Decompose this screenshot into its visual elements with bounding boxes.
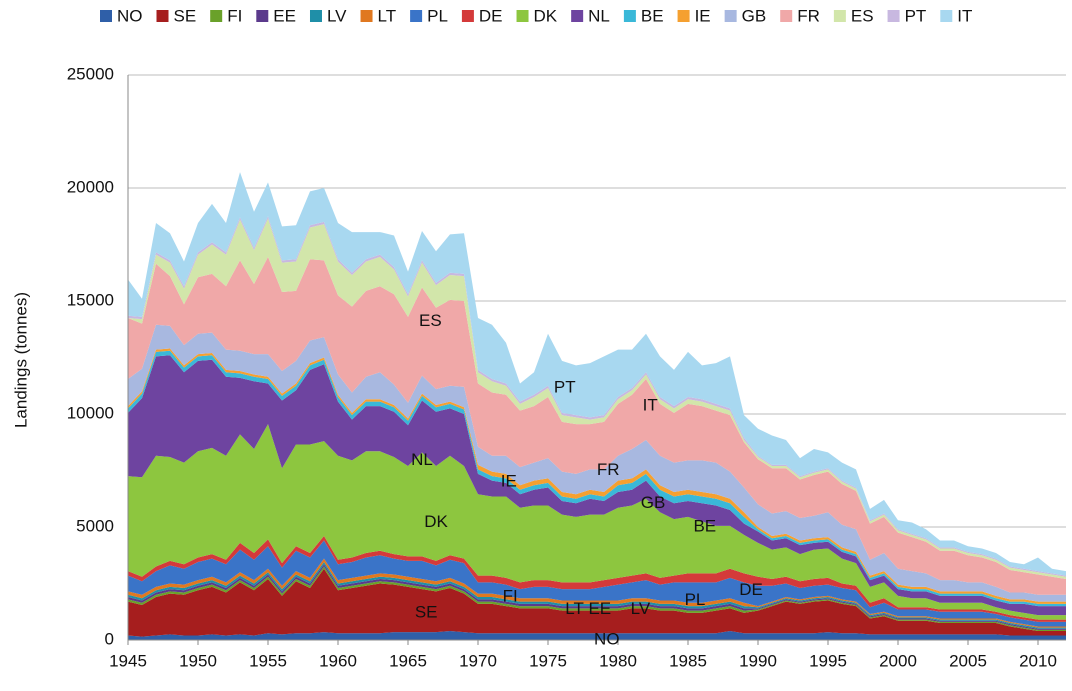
legend-swatch xyxy=(256,10,269,22)
area-label: ES xyxy=(419,311,442,330)
y-tick-label: 15000 xyxy=(67,290,114,309)
area xyxy=(128,350,1066,607)
legend-label: IT xyxy=(957,6,972,25)
legend-swatch xyxy=(833,10,846,22)
areas xyxy=(128,172,1066,640)
area-label: FR xyxy=(597,460,620,479)
legend-label: PT xyxy=(905,6,927,25)
area-label: SE xyxy=(415,602,438,621)
y-tick-label: 25000 xyxy=(67,64,114,83)
x-tick-label: 1990 xyxy=(739,651,777,670)
x-tick-label: 1970 xyxy=(459,651,497,670)
area-label: EE xyxy=(588,599,611,618)
legend-label: NO xyxy=(117,6,143,25)
legend-label: ES xyxy=(851,6,874,25)
area-label: IE xyxy=(501,471,517,490)
x-tick-label: 2000 xyxy=(879,651,917,670)
legend-swatch xyxy=(887,10,900,22)
area-label: LT xyxy=(565,599,584,618)
legend-label: DE xyxy=(479,6,503,25)
legend-label: PL xyxy=(427,6,448,25)
x-tick-label: 1980 xyxy=(599,651,637,670)
legend-swatch xyxy=(516,10,529,22)
area xyxy=(128,218,1066,579)
y-tick-label: 20000 xyxy=(67,177,114,196)
area-label: FI xyxy=(503,587,518,606)
x-tick-label: 1965 xyxy=(389,651,427,670)
area xyxy=(128,256,1066,595)
legend-swatch xyxy=(780,10,793,22)
legend-swatch xyxy=(623,10,636,22)
legend-label: BE xyxy=(641,6,664,25)
area-label: GB xyxy=(641,493,666,512)
area-label: DK xyxy=(424,512,448,531)
area xyxy=(128,324,1066,602)
area-label: PL xyxy=(685,590,706,609)
area-label: PT xyxy=(554,377,576,396)
legend-swatch xyxy=(724,10,737,22)
legend-swatch xyxy=(100,10,112,22)
area xyxy=(128,536,1066,622)
legend-swatch xyxy=(571,10,584,22)
x-tick-label: 2010 xyxy=(1019,651,1057,670)
legend-label: IE xyxy=(695,6,711,25)
area-label: BE xyxy=(693,516,716,535)
legend-label: GB xyxy=(742,6,767,25)
legend-swatch xyxy=(461,10,474,22)
x-tick-label: 1995 xyxy=(809,651,847,670)
x-tick-label: 1945 xyxy=(109,651,147,670)
area xyxy=(128,540,1066,627)
legend-label: DK xyxy=(534,6,558,25)
area xyxy=(128,348,1066,604)
area xyxy=(128,568,1066,637)
legend-swatch xyxy=(410,10,423,22)
legend-swatch xyxy=(156,10,169,22)
legend-label: EE xyxy=(273,6,296,25)
y-tick-label: 5000 xyxy=(76,516,114,535)
legend-label: FR xyxy=(797,6,820,25)
area-label: IT xyxy=(643,396,658,415)
area xyxy=(128,355,1066,616)
area-label: NL xyxy=(411,450,433,469)
y-tick-label: 10000 xyxy=(67,403,114,422)
x-tick-label: 1950 xyxy=(179,651,217,670)
x-tick-label: 1985 xyxy=(669,651,707,670)
legend-label: NL xyxy=(588,6,610,25)
x-tick-label: 1955 xyxy=(249,651,287,670)
legend-swatch xyxy=(677,10,690,22)
y-axis-label: Landings (tonnes) xyxy=(11,292,30,428)
y-tick-label: 0 xyxy=(105,629,114,648)
area-label: DE xyxy=(739,580,763,599)
legend-swatch xyxy=(940,10,953,22)
area xyxy=(128,630,1066,640)
legend-label: SE xyxy=(174,6,197,25)
legend-label: LV xyxy=(327,6,347,25)
legend-swatch xyxy=(210,10,223,22)
area xyxy=(128,424,1066,620)
area-label: LV xyxy=(631,599,651,618)
x-tick-label: 2005 xyxy=(949,651,987,670)
legend-swatch xyxy=(360,10,373,22)
x-tick-label: 1975 xyxy=(529,651,567,670)
x-tick-label: 1960 xyxy=(319,651,357,670)
area xyxy=(128,172,1066,576)
legend-swatch xyxy=(309,10,322,22)
legend-label: FI xyxy=(227,6,242,25)
legend-label: LT xyxy=(378,6,397,25)
area-label: NO xyxy=(594,629,620,648)
